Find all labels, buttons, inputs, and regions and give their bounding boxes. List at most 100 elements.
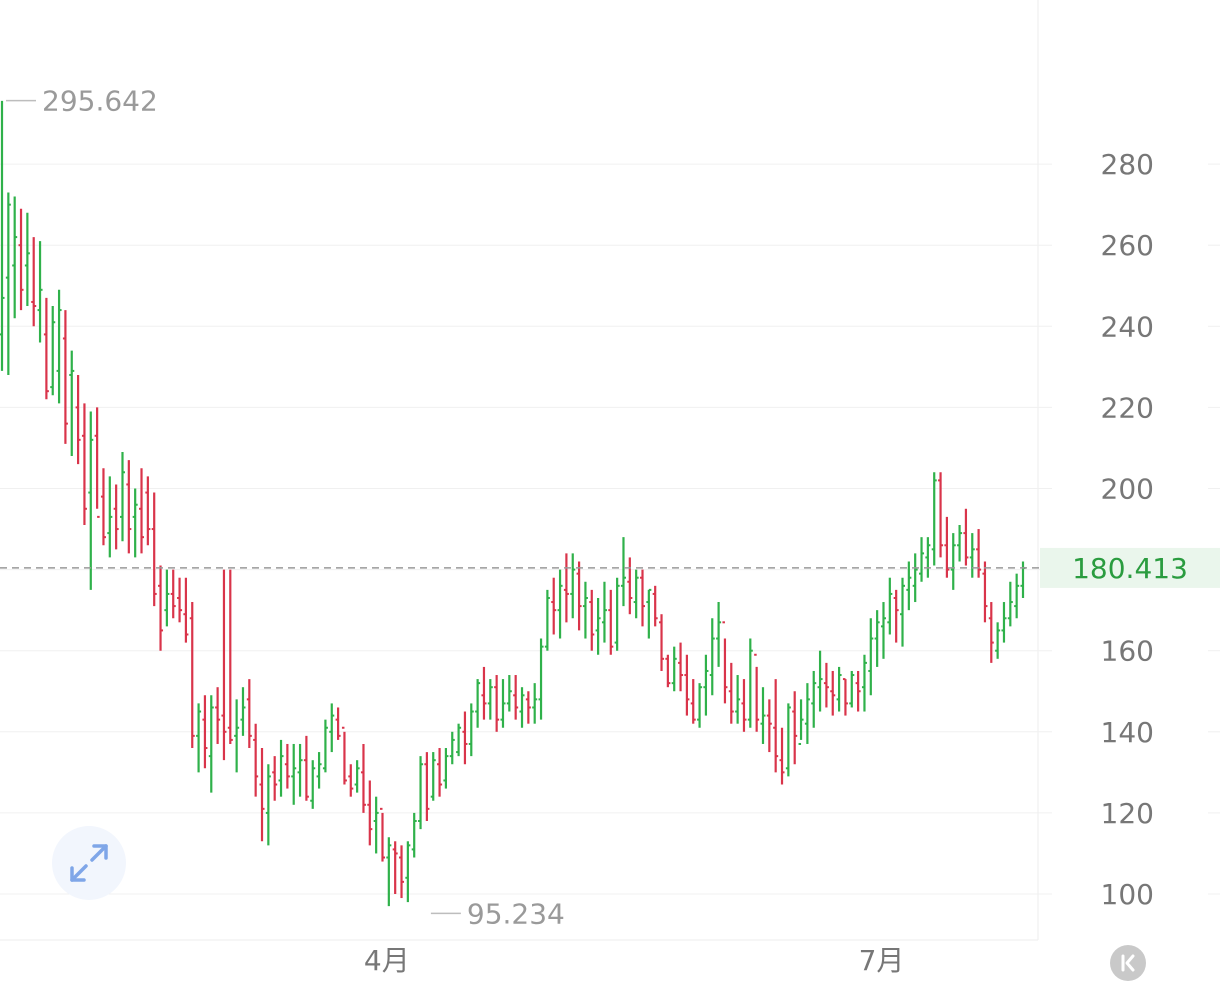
ohlc-bar: [671, 646, 677, 692]
ohlc-bar: [690, 679, 696, 724]
ohlc-bar: [855, 670, 861, 712]
ohlc-bar: [659, 614, 665, 671]
ohlc-bar: [221, 569, 227, 761]
ohlc-bar: [830, 670, 836, 716]
ohlc-bar: [709, 618, 715, 696]
ohlc-bar: [804, 683, 810, 744]
ohlc-bar: [151, 492, 157, 607]
ohlc-bar: [430, 752, 436, 801]
ohlc-bar: [703, 654, 709, 716]
ohlc-bar: [887, 577, 893, 635]
ohlc-bar: [931, 472, 937, 566]
min-price-label: 95.234: [467, 897, 565, 930]
ohlc-bar: [944, 516, 950, 578]
ohlc-bar: [595, 597, 601, 655]
y-tick-label: 120: [1101, 797, 1154, 830]
ohlc-bar: [297, 743, 303, 797]
ohlc-bar: [722, 621, 728, 704]
ohlc-bar: [164, 569, 170, 627]
ohlc-bar: [443, 748, 449, 789]
ohlc-bar: [1007, 581, 1013, 627]
ohlc-bar: [360, 743, 366, 813]
ohlc-bar: [126, 460, 132, 554]
ohlc-bar: [652, 585, 658, 627]
jump-to-latest-button[interactable]: [1110, 945, 1146, 981]
ohlc-bar: [608, 589, 614, 655]
ohlc-bar: [919, 537, 925, 582]
y-tick-label: 100: [1101, 878, 1154, 911]
ohlc-bar: [836, 666, 842, 712]
ohlc-bar: [265, 764, 271, 846]
ohlc-bar: [760, 687, 766, 744]
ohlc-bar: [513, 675, 519, 720]
max-price-label: 295.642: [42, 85, 158, 118]
ohlc-bar: [842, 678, 848, 716]
ohlc-bar: [1014, 573, 1020, 619]
ohlc-bar: [322, 719, 328, 773]
x-axis: 4月 7月: [364, 944, 904, 977]
ohlc-bar: [684, 654, 690, 716]
ohlc-bar: [792, 691, 798, 765]
ohlc-bar: [354, 760, 360, 793]
ohlc-bar: [12, 196, 18, 319]
ohlc-bar: [335, 707, 341, 740]
ohlc-bar: [627, 557, 633, 615]
ohlc-bar: [37, 241, 43, 343]
ohlc-bar: [253, 723, 259, 797]
ohlc-bar: [665, 654, 671, 688]
ohlc-bar: [449, 731, 455, 765]
ohlc-bar: [100, 468, 106, 546]
y-tick-label: 280: [1101, 148, 1154, 181]
ohlc-bar: [0, 100, 5, 371]
ohlc-bar: [747, 638, 753, 728]
ohlc-bar: [119, 452, 125, 542]
ohlc-bar: [925, 537, 931, 578]
ohlc-bar: [291, 743, 297, 805]
ohlc-bar: [31, 237, 37, 327]
ohlc-bar: [823, 662, 829, 708]
ohlc-bar: [620, 537, 626, 607]
ohlc-bar: [963, 508, 969, 566]
ohlc-bar: [329, 703, 335, 753]
y-tick-label: 240: [1101, 310, 1154, 343]
ohlc-bar: [525, 691, 531, 724]
y-tick-label: 260: [1101, 229, 1154, 262]
ohlc-bar: [589, 589, 595, 651]
ohlc-bar: [957, 524, 963, 562]
ohlc-bar: [234, 699, 240, 773]
ohlc-bar: [81, 403, 87, 525]
expand-button[interactable]: [52, 826, 126, 900]
ohlc-bar: [348, 764, 354, 797]
ohlc-bar: [893, 589, 899, 643]
ohlc-bar: [633, 569, 639, 619]
y-tick-label: 220: [1101, 391, 1154, 424]
ohlc-bar: [462, 711, 468, 765]
ohlc-bar: [773, 679, 779, 773]
ohlc-bar: [582, 581, 588, 639]
ohlc-bar: [728, 662, 734, 724]
ohlc-bar: [373, 796, 379, 854]
ohlc-bar: [196, 703, 202, 773]
ohlc-bar: [170, 569, 176, 619]
ohlc-bar: [379, 807, 385, 862]
y-tick-label: 140: [1101, 716, 1154, 749]
ohlc-bar: [506, 675, 512, 712]
ohlc-bar: [817, 650, 823, 712]
ohlc-bar: [284, 743, 290, 789]
ohlc-bar: [183, 577, 189, 643]
ohlc-bar: [56, 289, 62, 404]
ohlc-bar: [982, 561, 988, 623]
ohlc-bar: [500, 679, 506, 728]
ohlc-bar: [811, 670, 817, 728]
ohlc-bar: [646, 588, 652, 639]
ohlc-bar: [570, 553, 576, 619]
ohlc-bar: [341, 726, 347, 785]
ohlc-bar: [538, 638, 544, 720]
ohlc-bar: [532, 683, 538, 724]
ohlc-bar: [995, 622, 1001, 659]
ohlc-bar: [779, 727, 785, 785]
ohlc-bar: [494, 675, 500, 732]
y-tick-label: 200: [1101, 473, 1154, 506]
